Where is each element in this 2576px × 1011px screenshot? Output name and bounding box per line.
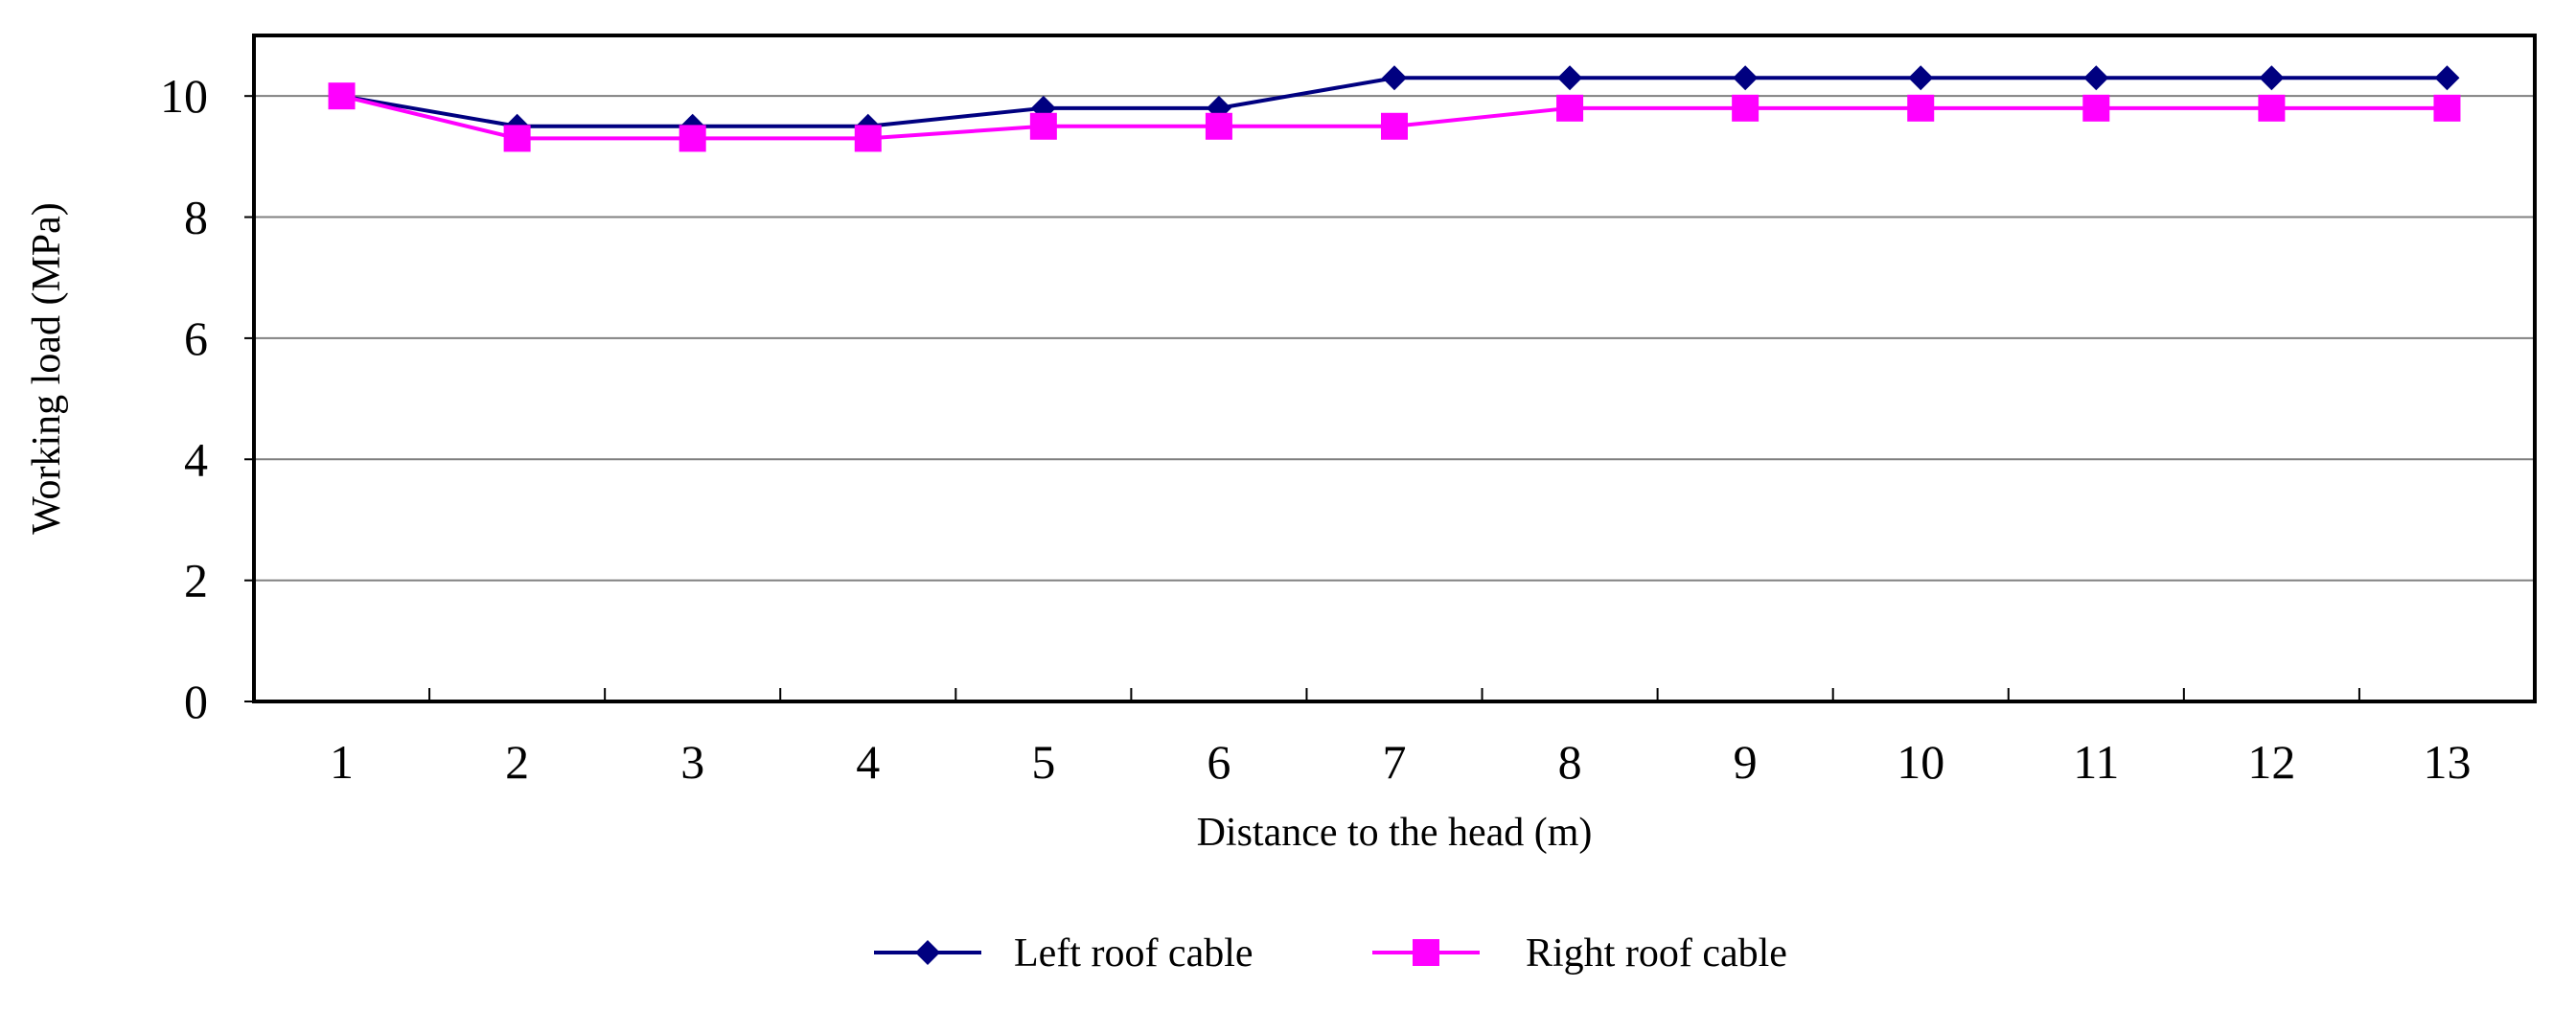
data-point-square: [2082, 94, 2110, 122]
data-point-square: [1732, 94, 1760, 122]
x-tick-label: 3: [680, 735, 704, 789]
legend-item: Left roof cable: [874, 931, 1254, 976]
data-point-square: [2433, 94, 2461, 122]
legend-item: Right roof cable: [1372, 931, 1787, 976]
y-tick-label: 6: [184, 311, 208, 365]
y-tick-label: 10: [160, 69, 208, 123]
data-point-square: [503, 125, 531, 152]
data-point-square: [1205, 112, 1232, 140]
data-point-diamond: [1733, 65, 1759, 91]
data-point-square: [328, 82, 356, 110]
series-2: [328, 82, 2461, 152]
data-point-square: [1556, 94, 1584, 122]
data-point-square: [1907, 94, 1935, 122]
data-point-diamond: [1908, 65, 1934, 91]
x-tick-label: 7: [1383, 735, 1407, 789]
x-tick-label: 2: [505, 735, 529, 789]
legend-marker: [915, 940, 940, 965]
plot-frame: [252, 34, 2537, 703]
x-tick-label: 9: [1734, 735, 1758, 789]
data-point-square: [1381, 112, 1408, 140]
x-tick-label: 5: [1031, 735, 1055, 789]
legend-marker: [1413, 939, 1439, 966]
legend-label: Left roof cable: [1014, 931, 1254, 976]
x-tick-label: 8: [1558, 735, 1582, 789]
legend: Left roof cable Right roof cable: [874, 931, 1787, 976]
legend-label: Right roof cable: [1526, 931, 1787, 976]
x-tick-label: 4: [856, 735, 880, 789]
data-point-diamond: [2434, 65, 2460, 91]
x-tick-label: 10: [1897, 735, 1944, 789]
x-tick-label: 12: [2247, 735, 2295, 789]
x-tick-label: 6: [1207, 735, 1230, 789]
data-point-diamond: [2259, 65, 2285, 91]
x-axis-title: Distance to the head (m): [1197, 811, 1593, 855]
data-point-diamond: [1382, 65, 1407, 91]
x-tick-label: 13: [2423, 735, 2471, 789]
data-point-diamond: [2083, 65, 2109, 91]
y-tick-label: 8: [184, 191, 208, 244]
data-point-square: [2258, 94, 2286, 122]
data-point-square: [1029, 112, 1057, 140]
y-axis-title: Working load (MPa): [25, 202, 69, 535]
x-tick-label: 11: [2073, 735, 2119, 789]
y-tick-label: 0: [184, 675, 208, 728]
data-point-square: [678, 125, 706, 152]
data-point-diamond: [1557, 65, 1583, 91]
x-tick-label: 1: [330, 735, 354, 789]
data-point-square: [854, 125, 882, 152]
series-layer: [328, 65, 2461, 152]
y-tick-label: 2: [184, 554, 208, 608]
gridlines: [254, 95, 2535, 582]
y-tick-label: 4: [184, 432, 208, 486]
